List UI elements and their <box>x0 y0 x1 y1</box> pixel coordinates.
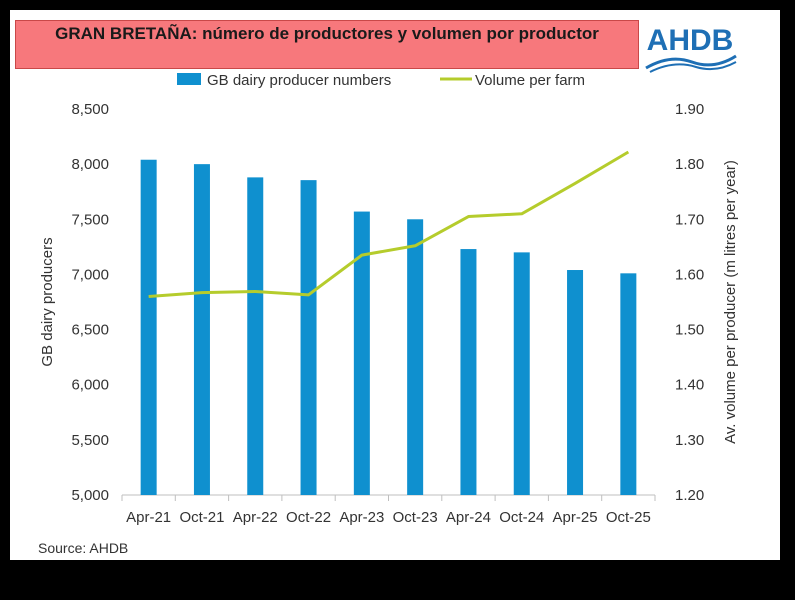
bar <box>567 270 584 495</box>
x-tick-label: Apr-21 <box>126 509 171 526</box>
bar <box>300 180 317 496</box>
y-tick-label-right: 1.40 <box>675 377 704 394</box>
legend-bar-swatch <box>177 73 201 85</box>
y-tick-label-right: 1.80 <box>675 156 704 173</box>
y-tick-label-right: 1.90 <box>675 101 704 118</box>
y-tick-label-left: 6,000 <box>71 377 109 394</box>
y-tick-label-left: 8,000 <box>71 156 109 173</box>
y-tick-label-right: 1.60 <box>675 266 704 283</box>
chart-title: GRAN BRETAÑA: número de productores y vo… <box>55 24 599 43</box>
y-tick-label-left: 8,500 <box>71 101 109 118</box>
y-tick-label-right: 1.30 <box>675 432 704 449</box>
bar <box>247 177 264 495</box>
bar <box>460 249 477 495</box>
source-note: Source: AHDB <box>38 540 129 556</box>
legend: GB dairy producer numbers Volume per far… <box>177 72 585 89</box>
title-banner: GRAN BRETAÑA: número de productores y vo… <box>15 20 639 69</box>
y-tick-label-right: 1.50 <box>675 322 704 339</box>
line-series <box>148 150 630 298</box>
x-tick-label: Oct-25 <box>606 509 651 526</box>
bar-series <box>140 159 637 496</box>
y-axis-left-label: GB dairy producers <box>39 237 56 366</box>
y-tick-label-left: 5,000 <box>71 487 109 504</box>
x-tick-label: Oct-21 <box>179 509 224 526</box>
x-tick-label: Apr-23 <box>339 509 384 526</box>
y-tick-label-left: 7,000 <box>71 266 109 283</box>
x-tick-label: Oct-22 <box>286 509 331 526</box>
x-tick-label: Oct-23 <box>393 509 438 526</box>
logo-wave-icon-2 <box>649 61 737 73</box>
y-axis-right: 1.20 1.30 1.40 1.50 1.60 1.70 1.80 1.90 <box>675 101 704 504</box>
bar <box>140 159 157 495</box>
bar <box>193 164 210 495</box>
ahdb-logo: AHDB <box>645 24 737 73</box>
y-tick-label-left: 6,500 <box>71 322 109 339</box>
y-tick-label-right: 1.70 <box>675 211 704 228</box>
y-axis-right-label: Av. volume per producer (m litres per ye… <box>722 160 739 444</box>
series-line <box>148 150 630 298</box>
legend-line-label: Volume per farm <box>475 72 585 89</box>
x-axis: Apr-21 Oct-21 Apr-22 Oct-22 Apr-23 Oct-23 Apr-… <box>121 495 656 526</box>
x-tick-label: Apr-24 <box>446 509 491 526</box>
logo-text: AHDB <box>647 24 734 57</box>
bar <box>620 273 637 495</box>
x-tick-label: Oct-24 <box>499 509 544 526</box>
x-tick-label: Apr-25 <box>553 509 598 526</box>
logo-wave-icon <box>645 54 737 70</box>
y-tick-label-left: 7,500 <box>71 211 109 228</box>
legend-bar-label: GB dairy producer numbers <box>207 72 391 89</box>
x-tick-label: Apr-22 <box>233 509 278 526</box>
chart-panel <box>10 10 780 560</box>
bar <box>407 219 424 496</box>
bar <box>513 252 530 495</box>
y-tick-label-right: 1.20 <box>675 487 704 504</box>
y-axis-left: 5,000 5,500 6,000 6,500 7,000 7,500 8,000 8,500 <box>71 101 109 504</box>
y-tick-label-left: 5,500 <box>71 432 109 449</box>
bar <box>353 211 370 495</box>
